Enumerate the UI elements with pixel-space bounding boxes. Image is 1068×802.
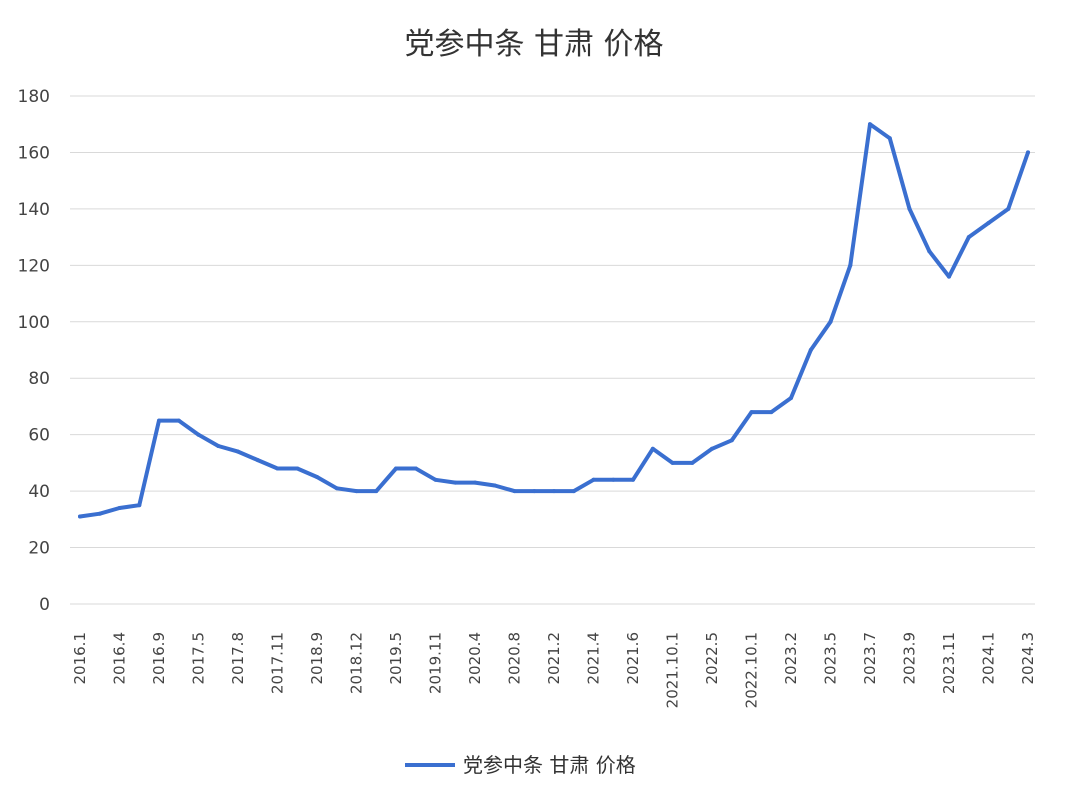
data-point bbox=[295, 466, 300, 471]
data-point bbox=[334, 486, 339, 491]
chart-title: 党参中条 甘肃 价格 bbox=[404, 27, 663, 62]
data-point bbox=[492, 483, 497, 488]
x-tick-label: 2022.10.1 bbox=[743, 632, 761, 708]
x-tick-label: 2021.2 bbox=[545, 632, 563, 685]
x-tick-label: 2023.2 bbox=[782, 632, 800, 685]
x-tick-label: 2017.11 bbox=[269, 632, 287, 694]
data-point bbox=[749, 410, 754, 415]
data-point bbox=[670, 460, 675, 465]
data-point bbox=[907, 206, 912, 211]
data-point bbox=[1006, 206, 1011, 211]
data-point bbox=[473, 480, 477, 485]
data-point bbox=[176, 418, 181, 423]
x-tick-label: 2019.11 bbox=[427, 632, 445, 694]
data-point bbox=[631, 477, 635, 482]
data-point bbox=[868, 122, 872, 127]
data-point bbox=[97, 511, 102, 516]
x-tick-label: 2021.4 bbox=[585, 632, 603, 685]
data-point bbox=[966, 235, 971, 240]
data-point bbox=[137, 503, 142, 508]
x-tick-label: 2023.11 bbox=[940, 632, 958, 694]
x-tick-label: 2018.12 bbox=[348, 632, 366, 694]
data-point bbox=[650, 446, 655, 451]
x-tick-label: 2020.4 bbox=[466, 632, 484, 685]
data-point bbox=[769, 410, 774, 415]
data-point bbox=[236, 449, 240, 454]
data-point bbox=[571, 489, 576, 494]
gridlines bbox=[70, 95, 1035, 605]
series-layer bbox=[78, 122, 1030, 519]
x-tick-label: 2020.8 bbox=[506, 632, 524, 685]
x-tick-label: 2023.5 bbox=[822, 632, 840, 685]
data-point bbox=[808, 348, 813, 352]
legend: 党参中条 甘肃 价格 bbox=[405, 753, 636, 777]
x-tick-label: 2023.7 bbox=[861, 632, 879, 685]
data-point bbox=[512, 489, 517, 494]
data-point bbox=[828, 319, 833, 324]
y-tick-label: 100 bbox=[18, 313, 50, 333]
x-tick-label: 2018.9 bbox=[308, 632, 326, 685]
data-point bbox=[315, 475, 319, 479]
data-point bbox=[986, 221, 991, 225]
data-point bbox=[374, 489, 379, 494]
data-point bbox=[710, 446, 714, 451]
data-point bbox=[275, 466, 280, 471]
x-tick-label: 2021.6 bbox=[624, 632, 642, 685]
y-tick-label: 180 bbox=[18, 87, 50, 107]
data-point bbox=[354, 489, 359, 494]
y-tick-label: 0 bbox=[39, 595, 50, 615]
data-point bbox=[927, 249, 932, 254]
data-point bbox=[255, 458, 260, 463]
data-point bbox=[552, 489, 556, 494]
x-tick-label: 2016.9 bbox=[150, 632, 168, 685]
x-tick-label: 2021.10.1 bbox=[664, 632, 682, 708]
data-point bbox=[433, 477, 438, 482]
data-point bbox=[848, 263, 853, 268]
y-tick-label: 40 bbox=[28, 482, 50, 502]
data-point bbox=[729, 438, 734, 443]
data-point bbox=[887, 136, 892, 141]
data-point bbox=[394, 466, 398, 471]
data-point bbox=[157, 418, 161, 423]
data-point bbox=[216, 444, 221, 448]
x-tick-label: 2016.1 bbox=[71, 632, 89, 685]
data-point bbox=[78, 514, 82, 519]
data-point bbox=[413, 466, 418, 471]
y-tick-label: 140 bbox=[18, 200, 50, 220]
x-tick-label: 2016.4 bbox=[111, 632, 129, 685]
data-point bbox=[532, 489, 537, 494]
data-point bbox=[453, 480, 458, 485]
x-tick-label: 2017.5 bbox=[190, 632, 208, 685]
series-line bbox=[78, 122, 1030, 519]
data-point bbox=[690, 460, 695, 465]
x-tick-label: 2019.5 bbox=[387, 632, 405, 685]
y-tick-label: 160 bbox=[18, 143, 50, 163]
data-point bbox=[611, 477, 616, 482]
data-point bbox=[196, 432, 201, 437]
legend-label: 党参中条 甘肃 价格 bbox=[463, 753, 636, 777]
x-axis-ticks: 2016.1 2016.4 2016.9 2017.5 2017.8 2017.11 201… bbox=[71, 632, 1037, 708]
data-point bbox=[789, 396, 793, 400]
x-tick-label: 2022.5 bbox=[703, 632, 721, 685]
y-tick-label: 120 bbox=[18, 256, 50, 276]
x-tick-label: 2024.3 bbox=[1019, 632, 1037, 685]
x-tick-label: 2017.8 bbox=[229, 632, 247, 685]
y-axis-ticks: 0 20 40 60 80 100 120 140 160 180 bbox=[18, 87, 50, 615]
data-point bbox=[591, 477, 596, 482]
y-tick-label: 20 bbox=[28, 539, 50, 559]
data-point bbox=[117, 506, 122, 510]
x-tick-label: 2023.9 bbox=[901, 632, 919, 685]
y-tick-label: 80 bbox=[28, 369, 50, 389]
data-point bbox=[1026, 150, 1030, 155]
y-tick-label: 60 bbox=[28, 426, 50, 446]
x-tick-label: 2024.1 bbox=[980, 632, 998, 685]
data-point bbox=[947, 274, 951, 279]
